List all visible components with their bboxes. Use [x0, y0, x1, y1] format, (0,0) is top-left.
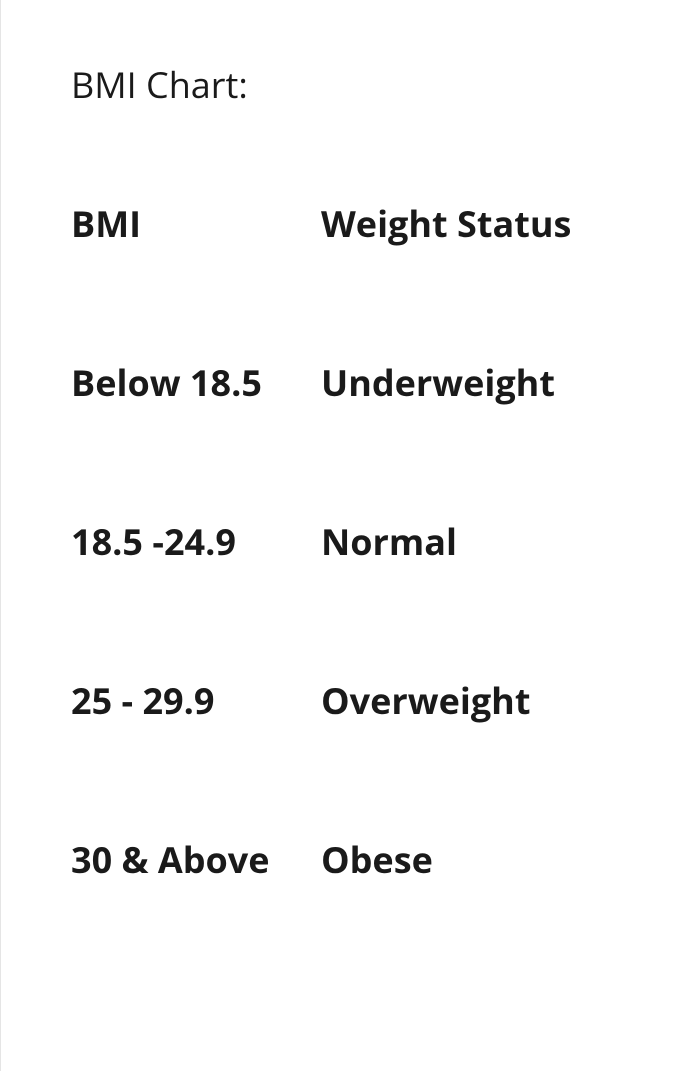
bmi-table: BMI Weight Status Below 18.5 Underweight… [71, 199, 581, 994]
table-cell-bmi: 30 & Above [71, 835, 321, 994]
table-row: Below 18.5 Underweight [71, 358, 581, 517]
table-header-status: Weight Status [321, 199, 581, 358]
table-cell-status: Obese [321, 835, 581, 994]
table-header-bmi: BMI [71, 199, 321, 358]
table-cell-status: Overweight [321, 676, 581, 835]
table-cell-bmi: Below 18.5 [71, 358, 321, 517]
table-row: 25 - 29.9 Overweight [71, 676, 581, 835]
table-cell-status: Underweight [321, 358, 581, 517]
table-row: 18.5 -24.9 Normal [71, 517, 581, 676]
table-header-row: BMI Weight Status [71, 199, 581, 358]
table-cell-status: Normal [321, 517, 581, 676]
table-cell-bmi: 18.5 -24.9 [71, 517, 321, 676]
table-row: 30 & Above Obese [71, 835, 581, 994]
table-cell-bmi: 25 - 29.9 [71, 676, 321, 835]
page-title: BMI Chart: [71, 60, 679, 109]
